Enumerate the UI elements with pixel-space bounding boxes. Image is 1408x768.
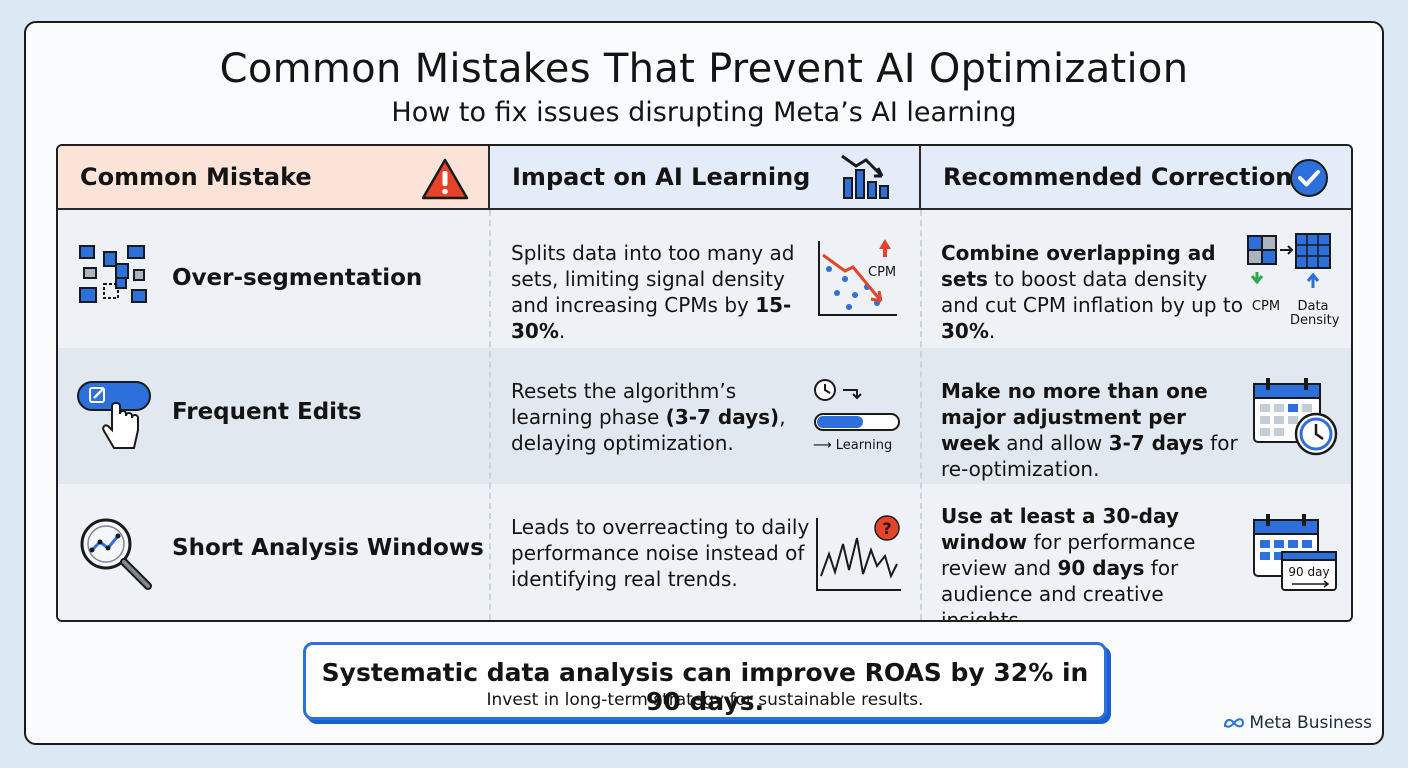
callout-headline: Systematic data analysis can improve ROA… — [321, 658, 1089, 716]
page-title: Common Mistakes That Prevent AI Optimiza… — [219, 46, 1189, 92]
table-row-frequent-edits: Frequent Edits Resets the algorithm’s le… — [58, 348, 1351, 484]
warning-icon — [421, 158, 469, 200]
edit-button-click-icon — [77, 381, 151, 449]
column-divider — [489, 210, 491, 620]
svg-text:?: ? — [882, 519, 891, 538]
calendar-clock-icon — [1253, 378, 1338, 456]
ninety-day-label: 90 day — [1288, 565, 1330, 579]
header-recommended-correction: Recommended Correction — [921, 146, 1351, 210]
correction-text: Combine overlapping ad sets to boost dat… — [941, 241, 1243, 343]
cpm-label: CPM — [868, 265, 897, 280]
callout-box: Systematic data analysis can improve ROA… — [303, 642, 1107, 720]
clock-progress-icon — [814, 379, 900, 431]
page-subtitle: How to fix issues disrupting Meta’s AI l… — [391, 97, 1017, 128]
magnifier-trend-icon — [80, 518, 152, 590]
header-common-mistake-label: Common Mistake — [80, 163, 312, 191]
header-impact: Impact on AI Learning — [490, 146, 921, 210]
brand-label: Meta Business — [1249, 713, 1372, 733]
header-impact-label: Impact on AI Learning — [512, 163, 811, 191]
meta-logo-icon — [1224, 718, 1245, 728]
rising-cpm-scatter-icon — [818, 239, 897, 316]
mistakes-table: Common Mistake Impact on AI Learning Rec… — [56, 144, 1353, 622]
mistake-label: Short Analysis Windows — [172, 535, 484, 561]
cpm-down-label: CPM — [1251, 299, 1281, 314]
correction-text: Make no more than one major adjustment p… — [941, 379, 1238, 481]
noisy-chart-question-icon: ? — [816, 515, 901, 591]
check-circle-icon — [1290, 159, 1328, 197]
table-row-short-analysis-windows: Short Analysis Windows Leads to overreac… — [58, 484, 1351, 622]
impact-text: Splits data into too many ad sets, limit… — [511, 241, 795, 343]
merge-to-grid-icon — [1247, 233, 1331, 288]
mistake-label: Frequent Edits — [172, 399, 362, 425]
calendar-90-day-icon — [1253, 514, 1337, 591]
learning-label: ⟶ Learning — [813, 438, 893, 453]
callout-subtext: Invest in long-term strategy for sustain… — [486, 690, 924, 710]
impact-text: Leads to overreacting to daily performan… — [511, 515, 810, 591]
declining-bar-chart-icon — [841, 154, 889, 199]
brand-mark: Meta Business — [1223, 713, 1372, 733]
correction-text: Use at least a 30-day window for perform… — [941, 504, 1196, 622]
data-density-label: Data Density — [1290, 299, 1340, 328]
mistake-label: Over-segmentation — [172, 265, 423, 291]
header-correction-label: Recommended Correction — [943, 163, 1293, 191]
column-divider — [920, 210, 922, 620]
table-row-over-segmentation: Over-segmentation Splits data into too m… — [58, 210, 1351, 348]
impact-text: Resets the algorithm’s learning phase (3… — [511, 379, 786, 455]
fragmented-puzzle-icon — [79, 245, 147, 303]
header-common-mistake: Common Mistake — [58, 146, 490, 210]
